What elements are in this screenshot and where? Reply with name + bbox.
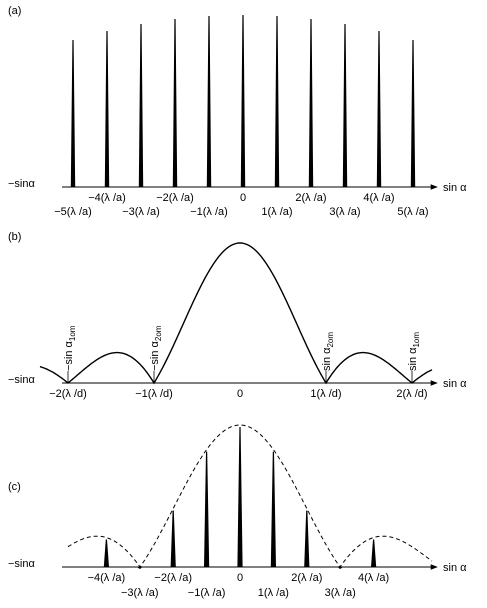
tick-label: −2(λ /d) bbox=[49, 388, 87, 400]
tick-label: 1(λ /a) bbox=[258, 587, 289, 599]
peak bbox=[170, 510, 176, 567]
tick-label: 4(λ /a) bbox=[363, 192, 394, 204]
tick-label: −3(λ /a) bbox=[122, 206, 160, 218]
tick-label: 3(λ /a) bbox=[325, 587, 356, 599]
peak bbox=[371, 539, 377, 567]
peak bbox=[240, 15, 246, 187]
tick-label: 0 bbox=[237, 388, 243, 400]
tick-label: 0 bbox=[240, 192, 246, 204]
peak bbox=[70, 40, 76, 187]
peak bbox=[172, 19, 178, 187]
minimum-label-sub: 2om bbox=[326, 332, 335, 348]
tick-label: 1(λ /a) bbox=[261, 206, 292, 218]
axis-right-label: sin α bbox=[443, 182, 467, 194]
intensity-curve bbox=[39, 242, 433, 385]
tick-label: 5(λ /a) bbox=[397, 206, 428, 218]
tick-label: 4(λ /a) bbox=[358, 572, 389, 584]
tick-label: −1(λ /a) bbox=[188, 587, 226, 599]
tick-label: −2(λ /a) bbox=[154, 572, 192, 584]
panel-label: (b) bbox=[8, 231, 21, 243]
tick-label: −5(λ /a) bbox=[54, 206, 92, 218]
peak bbox=[206, 16, 212, 187]
tick-label: 1(λ /d) bbox=[310, 388, 341, 400]
panel-label: (a) bbox=[8, 5, 21, 17]
envelope bbox=[67, 424, 433, 568]
peak bbox=[137, 567, 143, 569]
peak bbox=[337, 567, 343, 569]
tick-label: −4(λ /a) bbox=[88, 572, 126, 584]
minimum-label-sub: 1om bbox=[412, 332, 421, 348]
peak bbox=[304, 510, 310, 567]
minimum-label-sub: 1om bbox=[68, 325, 77, 341]
minimum-label: −sin α1om bbox=[63, 325, 77, 371]
panel-label: (c) bbox=[8, 481, 21, 493]
tick-label: −3(λ /a) bbox=[121, 587, 159, 599]
tick-label: −2(λ /a) bbox=[156, 192, 194, 204]
minimum-label: −sin α2om bbox=[149, 325, 163, 371]
tick-label: 3(λ /a) bbox=[329, 206, 360, 218]
peak bbox=[204, 451, 210, 567]
tick-label: −4(λ /a) bbox=[88, 192, 126, 204]
axis-right-label: sin α bbox=[443, 562, 467, 574]
peak bbox=[410, 40, 416, 187]
minimum-label: sin α2om bbox=[321, 332, 335, 371]
tick-label: 2(λ /a) bbox=[291, 572, 322, 584]
peak bbox=[138, 24, 144, 187]
tick-label: 2(λ /a) bbox=[295, 192, 326, 204]
tick-label: 0 bbox=[237, 572, 243, 584]
minimum-label-main: sin α bbox=[407, 347, 419, 371]
peak bbox=[270, 451, 276, 567]
axis-left-label: −sinα bbox=[8, 374, 35, 386]
axis-right-label: sin α bbox=[443, 378, 467, 390]
tick-label: 2(λ /d) bbox=[396, 388, 427, 400]
peak bbox=[376, 31, 382, 187]
peak bbox=[104, 31, 110, 187]
minimum-label-main: −sin α bbox=[149, 340, 161, 371]
minimum-label: sin α1om bbox=[407, 332, 421, 371]
peak bbox=[237, 427, 243, 567]
peak bbox=[103, 539, 109, 567]
axis-left-label: −sinα bbox=[8, 558, 35, 570]
minimum-label-main: sin α bbox=[321, 347, 333, 371]
axis-left-label: −sinα bbox=[8, 178, 35, 190]
tick-label: −1(λ /d) bbox=[135, 388, 173, 400]
peak bbox=[342, 24, 348, 187]
tick-label: −1(λ /a) bbox=[190, 206, 228, 218]
minimum-label-main: −sin α bbox=[63, 340, 75, 371]
peak bbox=[274, 16, 280, 187]
minimum-label-sub: 2om bbox=[154, 325, 163, 341]
peak bbox=[308, 19, 314, 187]
